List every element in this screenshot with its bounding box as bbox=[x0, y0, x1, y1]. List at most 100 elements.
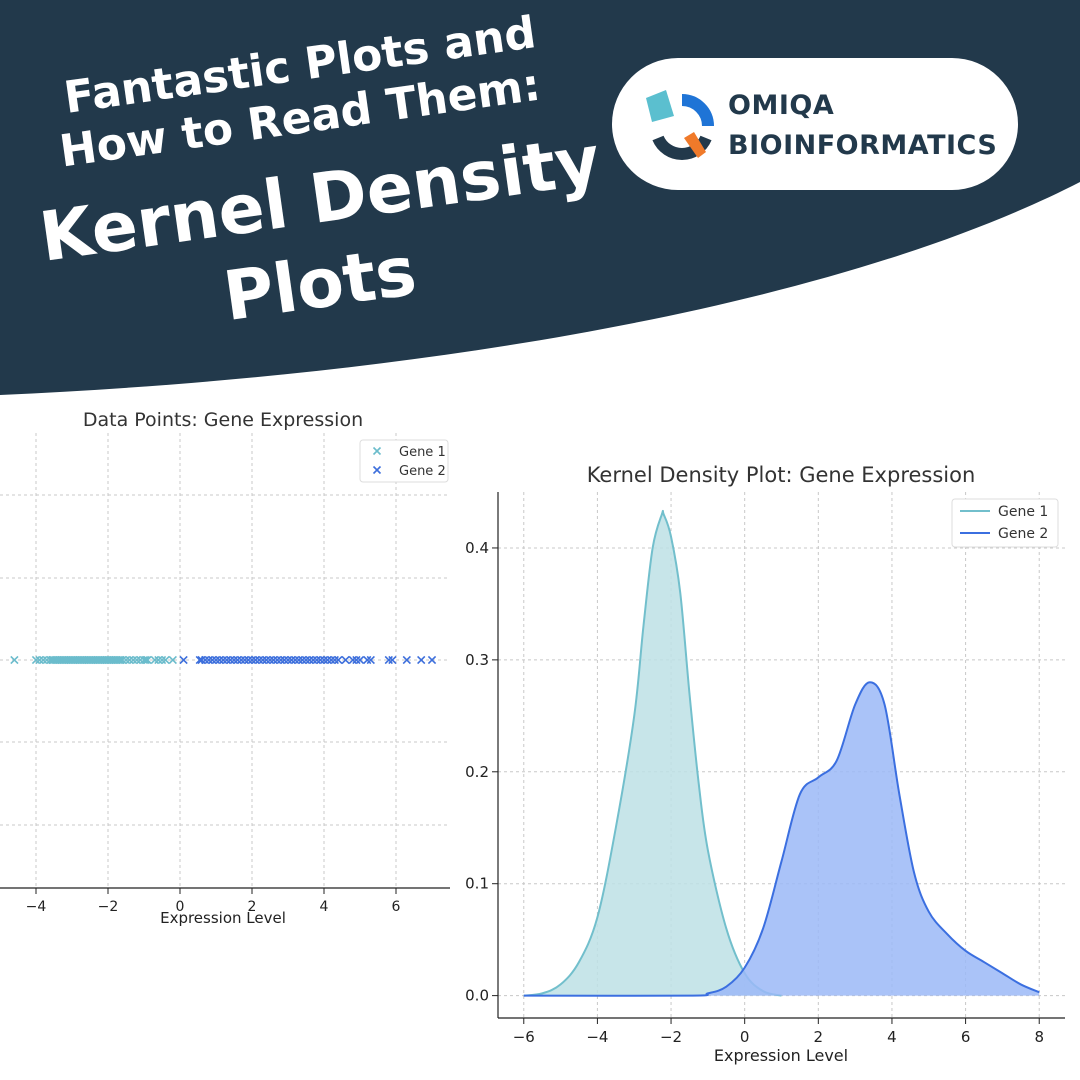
scatter-point-2 bbox=[215, 655, 224, 665]
scatter-point-2 bbox=[204, 655, 213, 665]
scatter-point-2 bbox=[319, 655, 329, 665]
scatter-point-2 bbox=[283, 655, 293, 665]
scatter-point-2 bbox=[208, 655, 217, 665]
kde-x-ticks: −6 −4 −2 0 2 4 6 8 bbox=[513, 1018, 1044, 1046]
scatter-point-2 bbox=[366, 655, 375, 665]
scatter-point-2 bbox=[255, 655, 264, 665]
kde-x-tick-label: −6 bbox=[513, 1028, 535, 1046]
kde-y-ticks: 0.0 0.1 0.2 0.3 0.4 bbox=[465, 539, 498, 1005]
scatter-point-2 bbox=[291, 655, 300, 665]
scatter-point-1 bbox=[35, 655, 44, 665]
kde-area-2 bbox=[523, 682, 1040, 996]
scatter-point-2 bbox=[229, 655, 239, 665]
scatter-point-1 bbox=[141, 655, 150, 665]
logo-subtitle: BIOINFORMATICS bbox=[728, 130, 998, 161]
scatter-point-2 bbox=[262, 655, 271, 665]
scatter-x-axis-label: Expression Level bbox=[160, 909, 286, 927]
kde-x-tick-label: 4 bbox=[887, 1028, 897, 1046]
scatter-point-2 bbox=[226, 655, 235, 665]
kde-areas bbox=[523, 509, 1040, 997]
scatter-legend-marker-1 bbox=[372, 446, 382, 456]
kde-x-tick-label: 8 bbox=[1034, 1028, 1044, 1046]
scatter-point-2 bbox=[427, 655, 437, 665]
scatter-legend-box bbox=[359, 439, 449, 483]
kde-x-tick-label: 2 bbox=[814, 1028, 824, 1046]
scatter-x-ticks: −4 −2 0 2 4 6 bbox=[26, 888, 401, 915]
scatter-point-2 bbox=[251, 655, 260, 665]
scatter-x-tick-label: −4 bbox=[26, 899, 47, 915]
scatter-x-tick-label: 2 bbox=[248, 899, 257, 915]
scatter-point-2 bbox=[265, 655, 275, 665]
scatter-point-2 bbox=[240, 655, 249, 665]
scatter-point-2 bbox=[244, 655, 253, 665]
kde-y-tick-label: 0.1 bbox=[465, 875, 489, 893]
kde-y-tick-label: 0.4 bbox=[465, 539, 489, 557]
scatter-point-1 bbox=[118, 655, 127, 665]
scatter-point-2 bbox=[402, 655, 411, 665]
scatter-point-1 bbox=[121, 655, 131, 665]
scatter-point-2 bbox=[233, 655, 242, 665]
scatter-point-2 bbox=[273, 655, 282, 665]
scatter-point-1 bbox=[157, 655, 167, 665]
scatter-point-2 bbox=[287, 655, 296, 665]
scatter-x-tick-label: 0 bbox=[176, 899, 185, 915]
logo-name: OMIQA bbox=[728, 90, 835, 121]
scatter-x-tick-label: 6 bbox=[392, 899, 401, 915]
scatter-legend-marker-2 bbox=[372, 465, 382, 475]
scatter-point-2 bbox=[334, 655, 343, 665]
scatter-legend: Gene 1 Gene 2 bbox=[359, 439, 449, 483]
scatter-point-2 bbox=[417, 655, 426, 665]
scatter-point-2 bbox=[258, 655, 267, 665]
scatter-point-2 bbox=[323, 655, 332, 665]
scatter-point-2 bbox=[363, 655, 372, 665]
scatter-point-1 bbox=[154, 655, 163, 665]
scatter-point-2 bbox=[269, 655, 278, 665]
scatter-point-2 bbox=[348, 655, 357, 665]
kde-line-1 bbox=[523, 509, 782, 997]
scatter-point-2 bbox=[298, 655, 307, 665]
scatter-point-2 bbox=[294, 655, 303, 665]
logo-badge: OMIQA BIOINFORMATICS bbox=[612, 58, 1018, 190]
scatter-point-1 bbox=[31, 655, 41, 665]
kde-x-axis-label: Expression Level bbox=[714, 1046, 848, 1065]
scatter-point-2 bbox=[211, 655, 221, 665]
scatter-x-tick-label: −2 bbox=[98, 899, 119, 915]
scatter-points bbox=[10, 655, 437, 665]
scatter-point-2 bbox=[312, 655, 321, 665]
scatter-point-1 bbox=[129, 655, 138, 665]
scatter-point-1 bbox=[143, 655, 152, 665]
scatter-point-2 bbox=[247, 655, 257, 665]
scatter-x-tick-label: 4 bbox=[320, 899, 329, 915]
scatter-chart: Data Points: Gene Expression −4 −2 0 2 4 6 Ex… bbox=[0, 409, 450, 927]
kde-x-tick-label: 6 bbox=[961, 1028, 971, 1046]
scatter-point-2 bbox=[388, 655, 397, 665]
scatter-point-2 bbox=[330, 655, 339, 665]
scatter-point-1 bbox=[10, 655, 19, 665]
kde-x-tick-label: 0 bbox=[740, 1028, 750, 1046]
scatter-point-2 bbox=[352, 655, 361, 665]
kde-line-2 bbox=[523, 681, 1040, 997]
kde-legend: Gene 1 Gene 2 bbox=[951, 498, 1059, 548]
scatter-legend-label-1: Gene 1 bbox=[399, 445, 446, 460]
scatter-point-2 bbox=[197, 655, 206, 665]
kde-x-tick-label: −2 bbox=[660, 1028, 682, 1046]
scatter-legend-label-2: Gene 2 bbox=[399, 464, 446, 479]
scatter-point-1 bbox=[114, 655, 123, 665]
kde-x-tick-label: −4 bbox=[586, 1028, 608, 1046]
scatter-point-2 bbox=[355, 655, 365, 665]
scatter-point-1 bbox=[161, 655, 170, 665]
scatter-point-2 bbox=[384, 655, 393, 665]
kde-axes bbox=[497, 492, 1065, 1019]
scatter-point-2 bbox=[305, 655, 314, 665]
scatter-point-2 bbox=[341, 655, 350, 665]
scatter-point-2 bbox=[219, 655, 228, 665]
kde-y-tick-label: 0.2 bbox=[465, 763, 489, 781]
kde-chart: Kernel Density Plot: Gene Expression −6−… bbox=[465, 463, 1065, 1065]
scatter-point-2 bbox=[222, 655, 231, 665]
scatter-point-2 bbox=[309, 655, 318, 665]
kde-y-tick-label: 0.3 bbox=[465, 651, 489, 669]
scatter-point-2 bbox=[201, 655, 210, 665]
kde-y-tick-label: 0.0 bbox=[465, 987, 489, 1005]
scatter-point-2 bbox=[327, 655, 336, 665]
scatter-point-1 bbox=[139, 655, 149, 665]
